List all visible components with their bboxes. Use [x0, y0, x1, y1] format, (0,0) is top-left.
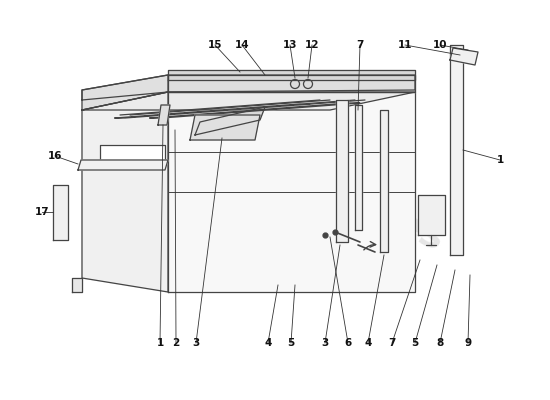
Polygon shape [380, 110, 388, 252]
Text: 15: 15 [208, 40, 222, 50]
Text: 5: 5 [411, 338, 419, 348]
Polygon shape [72, 278, 82, 292]
Polygon shape [355, 105, 362, 230]
Text: 8: 8 [436, 338, 444, 348]
Text: 3: 3 [321, 338, 329, 348]
Polygon shape [168, 92, 415, 292]
Polygon shape [78, 160, 168, 170]
Text: 17: 17 [35, 207, 50, 217]
Polygon shape [450, 48, 478, 65]
Text: 14: 14 [235, 40, 249, 50]
Polygon shape [100, 145, 165, 165]
Polygon shape [418, 195, 445, 235]
Text: 1: 1 [496, 155, 504, 165]
Polygon shape [82, 75, 415, 100]
Text: 5: 5 [287, 338, 295, 348]
Text: a passion for parts since 1985: a passion for parts since 1985 [225, 192, 395, 272]
Text: 3: 3 [192, 338, 200, 348]
Polygon shape [168, 75, 415, 92]
Polygon shape [195, 107, 265, 135]
Polygon shape [158, 105, 170, 125]
Polygon shape [336, 100, 348, 242]
Text: 13: 13 [283, 40, 297, 50]
Polygon shape [450, 45, 463, 255]
Polygon shape [53, 185, 68, 240]
Text: eurospares: eurospares [209, 131, 451, 259]
Text: 7: 7 [388, 338, 395, 348]
Text: 2: 2 [172, 338, 180, 348]
Polygon shape [82, 75, 168, 110]
Text: 7: 7 [356, 40, 364, 50]
Text: 10: 10 [433, 40, 447, 50]
Polygon shape [150, 103, 360, 118]
Text: 1: 1 [156, 338, 164, 348]
Polygon shape [168, 70, 415, 80]
Polygon shape [82, 92, 168, 292]
Polygon shape [115, 104, 310, 118]
Text: 11: 11 [398, 40, 412, 50]
Text: 4: 4 [265, 338, 272, 348]
Text: 4: 4 [364, 338, 372, 348]
Polygon shape [190, 115, 260, 140]
Text: 16: 16 [48, 151, 62, 161]
Text: 9: 9 [464, 338, 471, 348]
Polygon shape [82, 92, 415, 110]
Text: 12: 12 [305, 40, 319, 50]
Text: 6: 6 [344, 338, 351, 348]
